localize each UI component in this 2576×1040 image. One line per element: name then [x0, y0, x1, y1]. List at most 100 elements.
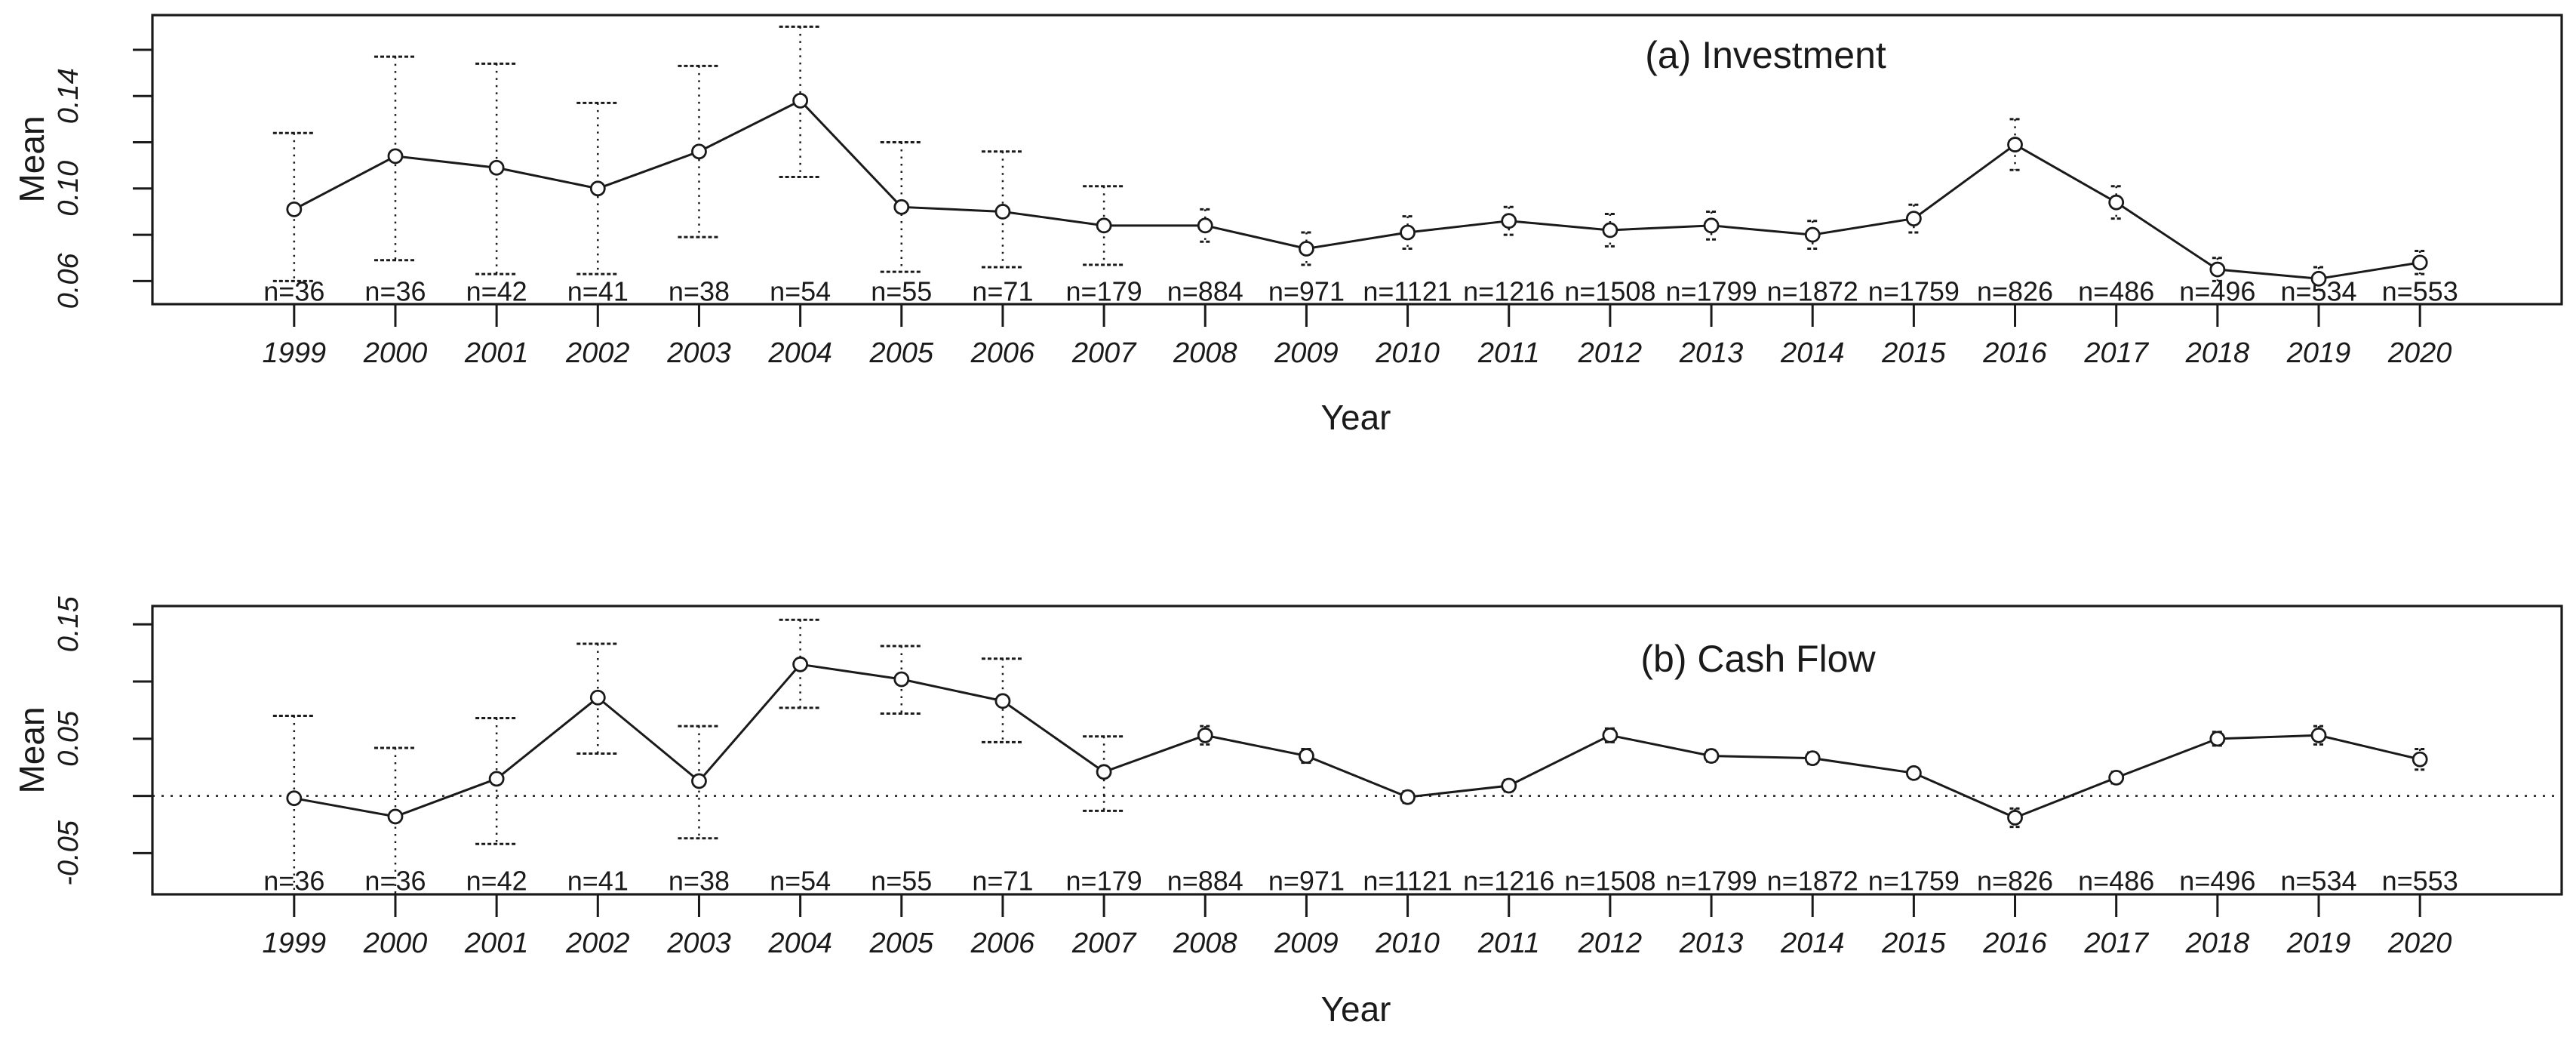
data-point: [1197, 727, 1213, 743]
data-point: [387, 808, 404, 825]
data-point: [1501, 777, 1517, 794]
x-tick-label-year: 2004: [767, 337, 832, 369]
data-point: [2412, 254, 2428, 271]
x-tick-label-year: 2008: [1173, 928, 1237, 959]
data-point: [893, 198, 910, 215]
x-tick-label-year: 2003: [666, 928, 731, 959]
sample-size-label: n=1799: [1665, 276, 1757, 307]
x-tick-label-year: 2020: [2387, 928, 2452, 959]
sample-size-label: n=41: [567, 866, 629, 897]
x-tick-label-year: 2018: [2185, 928, 2250, 959]
y-tick-label: 0.05: [53, 710, 85, 767]
x-tick-label-year: 2007: [1071, 928, 1137, 959]
sample-size-label: n=1759: [1868, 866, 1960, 897]
data-point: [488, 771, 505, 787]
data-point: [488, 159, 505, 176]
x-tick-label-year: 2010: [1375, 337, 1440, 369]
data-point: [1400, 224, 1416, 241]
x-tick-label-year: 2000: [363, 928, 428, 959]
sample-size-label: n=179: [1066, 276, 1142, 307]
sample-size-label: n=54: [770, 276, 831, 307]
y-axis-title-investment: Mean: [12, 115, 51, 203]
x-tick-label-year: 2017: [2083, 928, 2149, 959]
x-tick-label-year: 2010: [1375, 928, 1440, 959]
x-tick-label-year: 2019: [2286, 928, 2351, 959]
data-point: [1905, 765, 1922, 781]
data-point: [1400, 789, 1416, 805]
x-tick-label-year: 2002: [565, 337, 630, 369]
data-point: [2209, 261, 2226, 278]
x-tick-label-year: 2020: [2387, 337, 2452, 369]
data-point: [691, 143, 707, 160]
data-point: [691, 773, 707, 789]
x-tick-label-year: 2000: [363, 337, 428, 369]
y-axis-title-cashflow: Mean: [12, 706, 51, 794]
data-point: [994, 204, 1011, 220]
y-tick-label: 0.06: [53, 253, 85, 309]
x-tick-label-year: 2015: [1881, 337, 1946, 369]
x-tick-label-year: 2014: [1780, 337, 1845, 369]
x-tick-label-year: 2004: [767, 928, 832, 959]
x-tick-label-year: 2003: [666, 337, 731, 369]
x-tick-label-year: 2014: [1780, 928, 1845, 959]
data-point: [893, 671, 910, 688]
x-tick-label-year: 2005: [869, 928, 934, 959]
x-tick-label-year: 2008: [1173, 337, 1237, 369]
y-tick-label: 0.14: [53, 68, 85, 124]
sample-size-label: n=71: [972, 866, 1033, 897]
sample-size-label: n=826: [1977, 866, 2053, 897]
sample-size-label: n=38: [669, 276, 730, 307]
x-tick-label-year: 2017: [2083, 337, 2149, 369]
sample-size-label: n=884: [1167, 276, 1243, 307]
plot-box: [151, 14, 2563, 306]
sample-size-label: n=41: [567, 276, 629, 307]
y-tick-label: -0.05: [53, 820, 85, 885]
x-axis-title-cashflow: Year: [1320, 989, 1391, 1029]
sample-size-label: n=486: [2078, 866, 2154, 897]
sample-size-label: n=1872: [1767, 276, 1858, 307]
sample-size-label: n=38: [669, 866, 730, 897]
plot-cash-flow: -0.050.050.151999n=362000n=362001n=42200…: [53, 595, 2563, 959]
x-tick-label-year: 2016: [1982, 928, 2047, 959]
sample-size-label: n=1508: [1564, 276, 1655, 307]
x-tick-label-year: 2006: [970, 928, 1035, 959]
data-point: [286, 201, 303, 217]
y-tick-label: 0.15: [53, 595, 85, 652]
x-tick-label-year: 2016: [1982, 337, 2047, 369]
sample-size-label: n=55: [871, 276, 932, 307]
data-point: [2007, 137, 2023, 152]
panel-title-cashflow: (b) Cash Flow: [1640, 638, 1876, 680]
y-tick-label: 0.10: [53, 161, 85, 217]
data-point: [1602, 222, 1618, 238]
data-point: [1804, 226, 1821, 243]
sample-size-label: n=486: [2078, 276, 2154, 307]
data-point: [1299, 748, 1314, 764]
sample-size-label: n=884: [1167, 866, 1243, 897]
sample-size-label: n=553: [2382, 276, 2458, 307]
sample-size-label: n=42: [466, 866, 527, 897]
x-tick-label-year: 1999: [263, 337, 327, 369]
sample-size-label: n=1216: [1463, 276, 1554, 307]
data-point: [2412, 751, 2428, 768]
data-point: [1299, 241, 1314, 257]
data-point: [1096, 764, 1112, 780]
data-point: [1804, 750, 1821, 767]
data-point: [1096, 217, 1112, 234]
x-tick-label-year: 2013: [1679, 928, 1744, 959]
x-tick-label-year: 2019: [2286, 337, 2351, 369]
data-point: [1602, 727, 1618, 743]
sample-size-label: n=54: [770, 866, 831, 897]
x-tick-label-year: 2007: [1071, 337, 1137, 369]
panel-title-investment: (a) Investment: [1645, 34, 1886, 76]
sample-size-label: n=1759: [1868, 276, 1960, 307]
data-point: [387, 148, 404, 165]
sample-size-label: n=1216: [1463, 866, 1554, 897]
mean-line: [294, 663, 2421, 820]
data-point: [1703, 748, 1720, 764]
data-point: [994, 693, 1011, 709]
x-tick-label-year: 2012: [1578, 928, 1643, 959]
x-axis-title-investment: Year: [1320, 398, 1391, 437]
sample-size-label: n=1508: [1564, 866, 1655, 897]
data-point: [589, 689, 606, 706]
